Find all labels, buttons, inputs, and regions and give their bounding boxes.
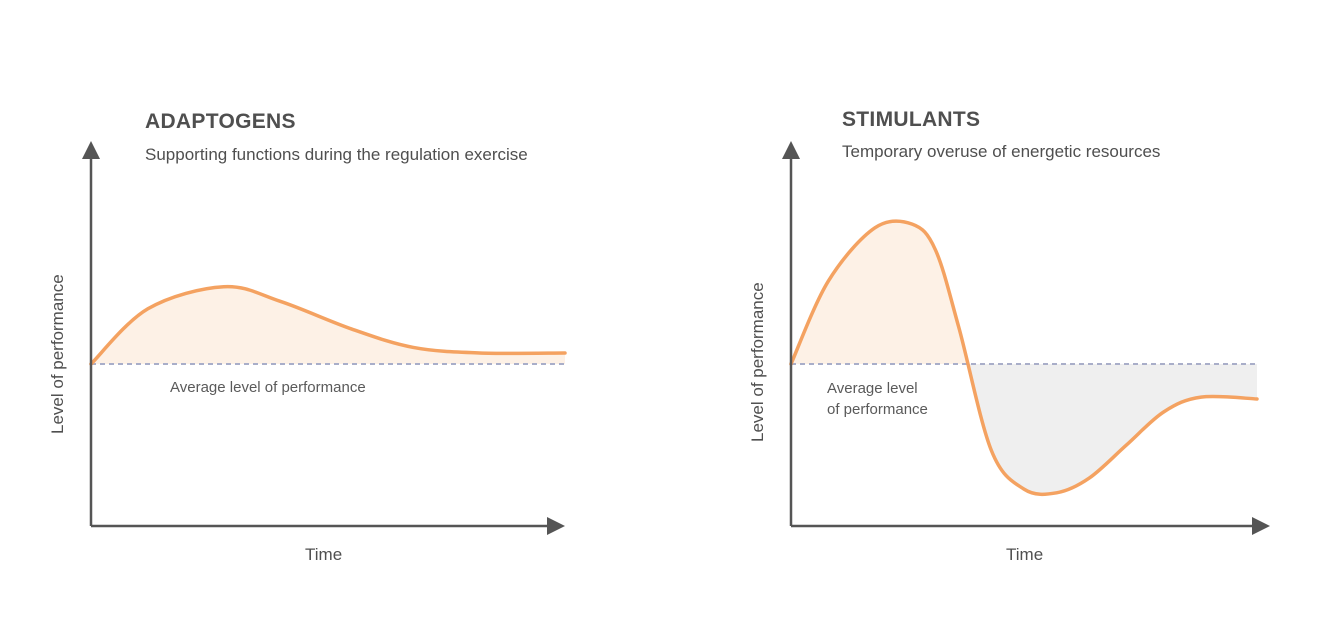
y-axis-label: Level of performance bbox=[48, 274, 67, 434]
baseline-label: Average level of performance bbox=[170, 379, 366, 396]
x-axis-label: Time bbox=[305, 545, 343, 564]
baseline-label-line: of performance bbox=[827, 401, 928, 418]
adaptogens-chart: ADAPTOGENS Supporting functions during t… bbox=[48, 110, 567, 564]
x-axis-arrow-icon bbox=[1252, 517, 1270, 535]
area-above-baseline bbox=[91, 286, 565, 364]
chart-title: STIMULANTS bbox=[842, 108, 981, 131]
area-above-baseline bbox=[791, 221, 1257, 364]
chart-subtitle: Supporting functions during the regulati… bbox=[145, 145, 528, 164]
plot-area bbox=[782, 141, 1270, 535]
y-axis-arrow-icon bbox=[82, 141, 100, 159]
plot-area bbox=[82, 141, 567, 535]
area-below-baseline bbox=[791, 364, 1257, 495]
x-axis-arrow-icon bbox=[547, 517, 565, 535]
stimulants-chart: STIMULANTS Temporary overuse of energeti… bbox=[667, 0, 1334, 630]
y-axis-arrow-icon bbox=[782, 141, 800, 159]
baseline-label-line: Average level bbox=[827, 380, 918, 397]
series-line bbox=[789, 219, 1259, 497]
baseline-label: Average level of performance bbox=[827, 378, 928, 420]
chart-subtitle: Temporary overuse of energetic resources bbox=[842, 142, 1161, 161]
y-axis-label: Level of performance bbox=[748, 282, 767, 442]
chart-title: ADAPTOGENS bbox=[145, 110, 296, 133]
x-axis-label: Time bbox=[1006, 545, 1044, 564]
series-line bbox=[89, 284, 567, 366]
